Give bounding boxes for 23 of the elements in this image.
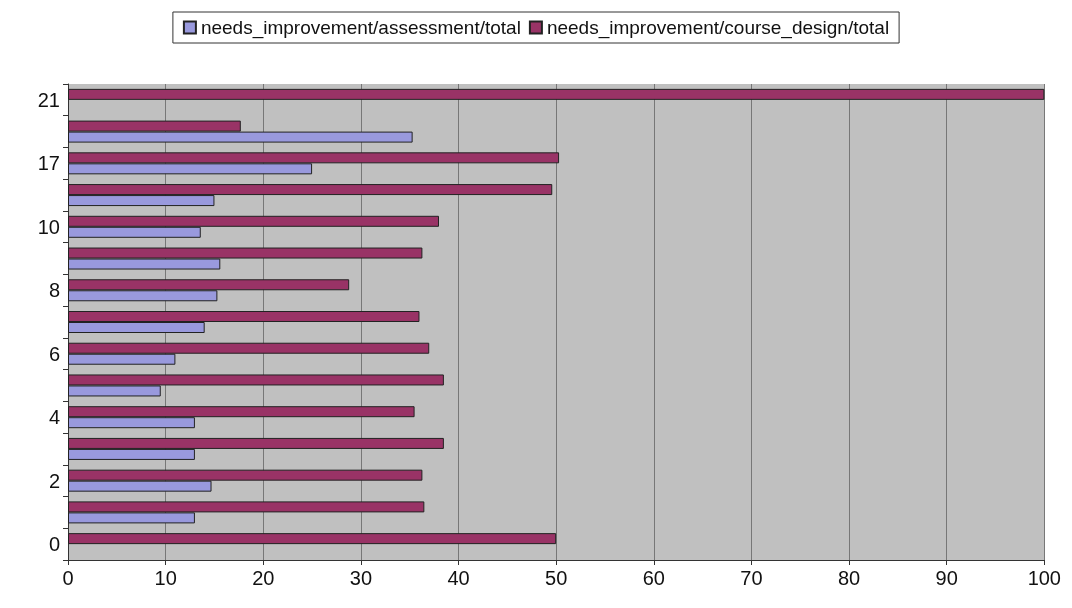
- x-tick-label: 20: [252, 567, 275, 589]
- y-tick-label: 0: [48, 533, 60, 556]
- legend-label: needs_improvement/course_design/total: [546, 17, 890, 39]
- bar: [68, 533, 557, 545]
- y-tick-label: 2: [48, 469, 60, 492]
- x-tick-label: 90: [935, 567, 958, 589]
- x-tick-label: 40: [447, 567, 470, 589]
- x-tick-label: 100: [1027, 567, 1061, 589]
- x-tick-label: 10: [154, 567, 177, 589]
- x-tick-label: 30: [349, 567, 373, 589]
- y-tick-label: 21: [37, 88, 60, 111]
- x-tick-label: 60: [642, 567, 665, 589]
- y-tick-label: 17: [37, 152, 60, 175]
- y-tick-label: 6: [48, 342, 60, 365]
- x-tick-label: 80: [837, 567, 861, 589]
- legend-label: needs_improvement/assessment/total: [200, 17, 521, 39]
- y-tick-label: 10: [37, 215, 60, 238]
- x-tick-label: 50: [545, 567, 568, 589]
- y-tick-label: 4: [48, 406, 60, 429]
- x-tick-label: 70: [740, 567, 763, 589]
- y-tick-label: 8: [48, 279, 60, 302]
- bar: [68, 88, 1045, 100]
- x-tick-label: 0: [62, 567, 74, 589]
